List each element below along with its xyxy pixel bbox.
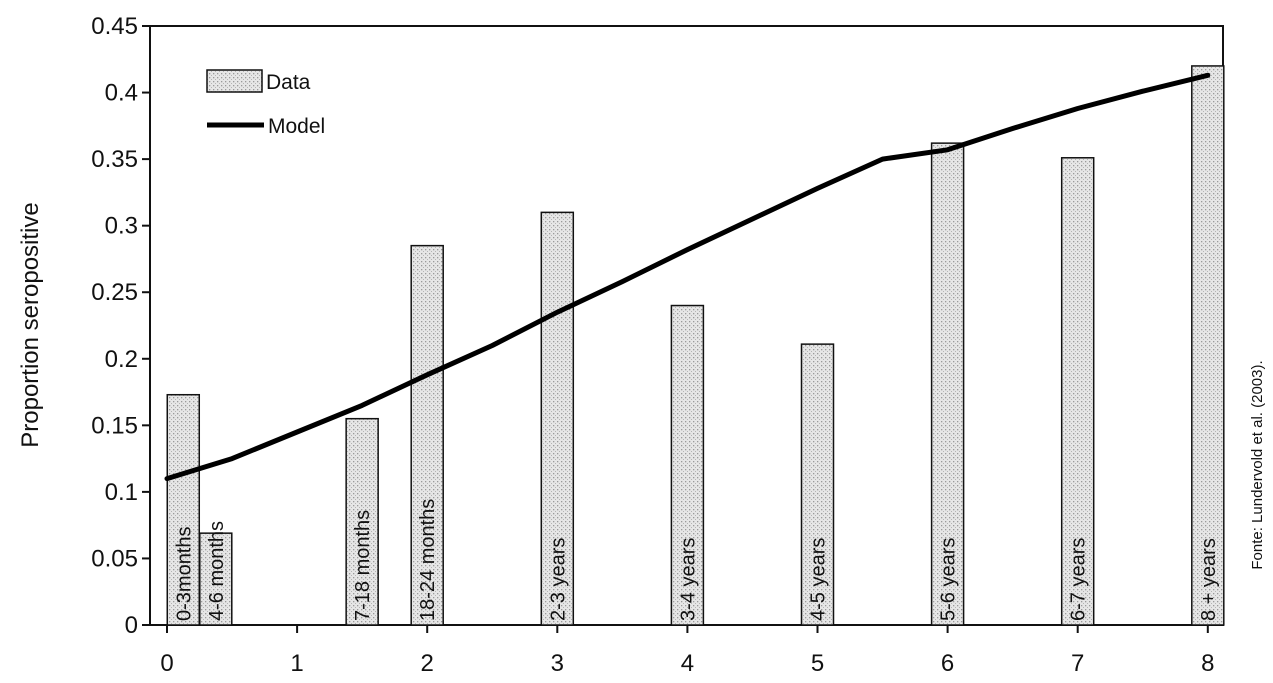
x-tick-label: 1 (290, 650, 303, 677)
bar-label: 8 + years (1198, 538, 1220, 621)
bars-layer: 0-3months 4-6 months 7-18 months 18-24 mont… (166, 65, 1225, 626)
data-bar (410, 244, 444, 626)
data-bar (1191, 65, 1225, 626)
y-tick-label: 0.2 (105, 346, 138, 373)
y-tick-label: 0.15 (91, 412, 138, 439)
model-line (164, 72, 1211, 482)
x-tick-label: 2 (421, 650, 434, 677)
data-bar (670, 304, 705, 626)
bar-label: 4-5 years (808, 538, 830, 621)
x-tick-label: 5 (811, 650, 824, 677)
y-tick-label: 0.25 (91, 279, 138, 306)
y-axis-title: Proportion seropositive (17, 202, 44, 447)
x-tick-label: 7 (1071, 650, 1084, 677)
bar-label: 2-3 years (547, 538, 569, 621)
bar-label: 5-6 years (938, 538, 960, 621)
y-tick-label: 0.1 (105, 479, 138, 506)
x-tick-label: 3 (551, 650, 564, 677)
x-tick-label: 0 (160, 650, 173, 677)
data-bar (540, 211, 575, 626)
x-axis: 0 1 2 3 4 5 6 7 8 (160, 625, 1214, 677)
y-tick-label: 0.35 (91, 146, 138, 173)
bar-label: 3-4 years (677, 538, 699, 621)
model-line-layer (164, 72, 1211, 482)
y-tick-label: 0 (125, 612, 138, 639)
bar-label: 6-7 years (1068, 538, 1090, 621)
legend: Data Model (206, 69, 325, 138)
x-tick-label: 4 (681, 650, 694, 677)
y-tick-label: 0.45 (91, 13, 138, 40)
y-axis: 0 0.05 0.1 0.15 0.2 0.25 0.3 0.35 0.4 0.45 (91, 13, 150, 639)
data-bar (166, 393, 201, 626)
legend-model-label: Model (268, 115, 325, 138)
y-tick-label: 0.05 (91, 545, 138, 572)
y-tick-label: 0.3 (105, 213, 138, 240)
data-bar (1060, 157, 1095, 626)
x-tick-label: 6 (941, 650, 954, 677)
legend-data-label: Data (266, 71, 311, 94)
data-bar (199, 532, 233, 626)
bar-label: 4-6 months (206, 521, 228, 621)
data-bar (345, 417, 379, 626)
source-note: Fonte: Lundervold et al. (2003). (1249, 360, 1266, 569)
bar-label: 18-24 months (417, 499, 439, 621)
bar-label: 0-3months (173, 527, 195, 622)
legend-data-swatch (206, 69, 263, 93)
x-tick-label: 8 (1201, 650, 1214, 677)
bar-label: 7-18 months (352, 510, 374, 621)
y-tick-label: 0.4 (105, 80, 138, 107)
